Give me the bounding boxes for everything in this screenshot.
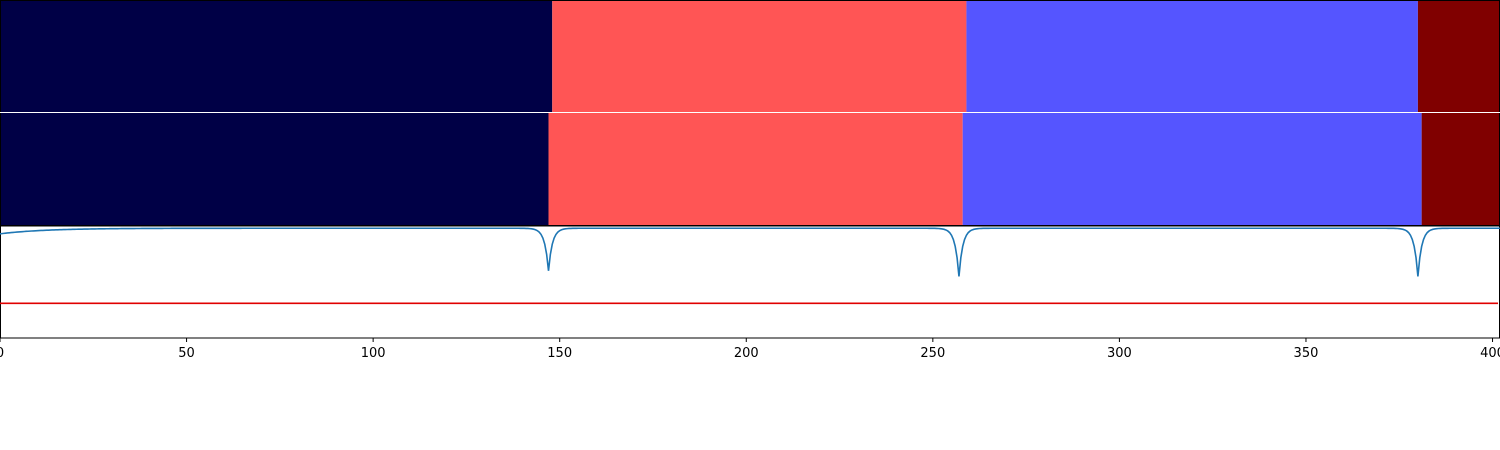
prediction-segment-2 bbox=[548, 113, 963, 225]
x-axis: 0 50 100 150 200 250 300 350 400 bbox=[0, 338, 1500, 361]
x-tick-label: 150 bbox=[547, 346, 572, 361]
x-tick-label: 250 bbox=[920, 346, 945, 361]
ground-truth-segment-2 bbox=[552, 0, 967, 112]
x-tick-label: 100 bbox=[361, 346, 386, 361]
x-tick-label: 400 bbox=[1480, 346, 1500, 361]
prediction-segment-1 bbox=[0, 113, 549, 225]
line-plot-panel: 0 50 100 150 200 250 300 350 400 bbox=[0, 225, 1500, 361]
ground-truth-segment-1 bbox=[0, 0, 553, 112]
line-plot-frame bbox=[0, 225, 1500, 339]
x-tick-label: 200 bbox=[734, 346, 759, 361]
ground-truth-segment-bar bbox=[0, 0, 1500, 112]
ground-truth-segment-4 bbox=[1417, 0, 1500, 112]
ground-truth-segment-3 bbox=[966, 0, 1418, 112]
x-tick-label: 300 bbox=[1107, 346, 1132, 361]
probability-series-line bbox=[0, 227, 1500, 277]
prediction-segment-bar bbox=[0, 113, 1500, 225]
series-layer bbox=[0, 227, 1500, 305]
x-tick-label: 0 bbox=[0, 346, 4, 361]
prediction-segment-3 bbox=[962, 113, 1422, 225]
x-tick-label: 50 bbox=[178, 346, 195, 361]
prediction-segment-4 bbox=[1421, 113, 1500, 225]
x-tick-label: 350 bbox=[1294, 346, 1319, 361]
